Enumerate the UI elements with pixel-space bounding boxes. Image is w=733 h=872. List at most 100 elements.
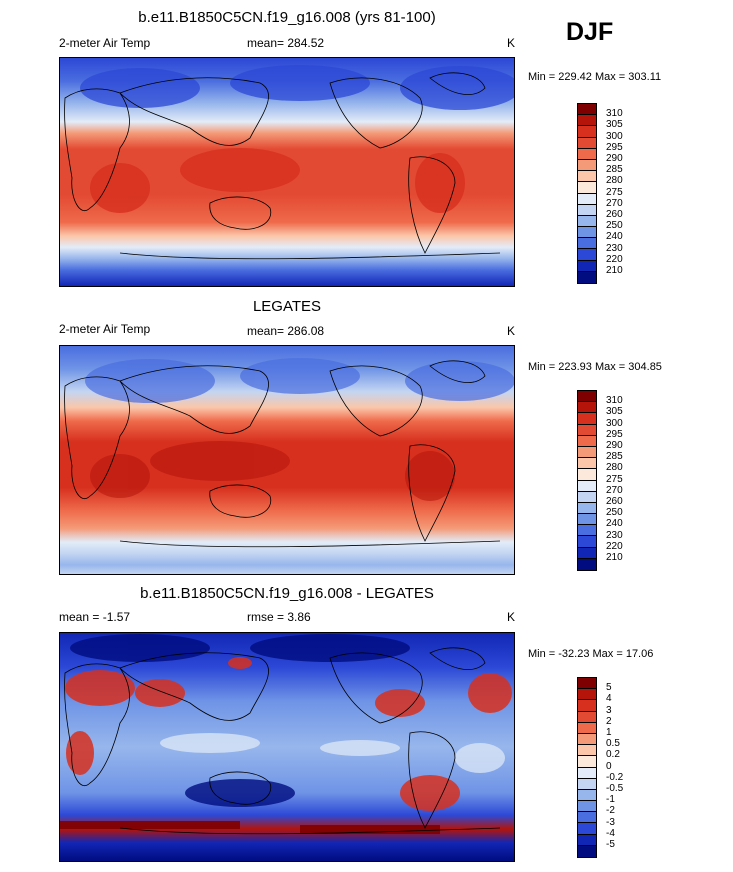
colorbar-tick-label: -5	[606, 839, 615, 850]
colorbar-tick-label: 260	[606, 496, 623, 507]
panel-2-minmax: Min = 223.93 Max = 304.85	[528, 361, 662, 373]
colorbar-tick-label: 220	[606, 540, 623, 552]
colorbar-tick-label: 300	[606, 130, 623, 142]
colorbar-swatch	[578, 182, 596, 194]
colorbar-swatch	[578, 115, 596, 127]
colorbar-tick-label: 220	[606, 253, 623, 265]
panel-2-title: LEGATES	[252, 298, 322, 315]
colorbar-swatch	[578, 391, 596, 403]
colorbar-swatch	[578, 812, 596, 824]
colorbar-tick-label: 280	[606, 175, 623, 187]
colorbar-swatch	[578, 801, 596, 813]
panel-3-map	[59, 632, 515, 862]
colorbar-swatch	[578, 435, 596, 447]
colorbar-swatch	[578, 733, 596, 746]
panel-1-colorbar	[577, 103, 597, 284]
colorbar-tick-label: 3	[606, 704, 612, 716]
colorbar-swatch	[578, 204, 596, 216]
panel-2-map	[59, 345, 515, 575]
panel-3-title: b.e11.B1850C5CN.f19_g16.008 - LEGATES	[140, 585, 434, 602]
colorbar-swatch	[578, 514, 596, 526]
colorbar-swatch	[578, 689, 596, 701]
colorbar-swatch	[578, 491, 596, 503]
season-label: DJF	[566, 18, 614, 46]
colorbar-swatch	[578, 711, 596, 723]
panel-3-colorbar	[577, 677, 597, 858]
colorbar-swatch	[578, 271, 596, 283]
panel-1-mean: mean= 284.52	[247, 36, 325, 50]
colorbar-swatch	[578, 126, 596, 138]
colorbar-swatch	[578, 159, 596, 172]
colorbar-swatch	[578, 778, 596, 790]
colorbar-swatch	[578, 413, 596, 425]
colorbar-tick-label: 305	[606, 406, 623, 418]
panel-2-mean: mean= 286.08	[247, 324, 325, 338]
panel-1-variable: 2-meter Air Temp	[59, 36, 151, 50]
panel-3-mean: mean = -1.57	[59, 610, 131, 624]
panel-2-variable: 2-meter Air Temp	[59, 322, 151, 336]
colorbar-tick-label: 210	[606, 552, 623, 563]
colorbar-tick-label: 0.5	[606, 738, 620, 750]
colorbar-swatch	[578, 722, 596, 734]
colorbar-tick-label: -0.2	[606, 771, 624, 783]
colorbar-tick-label: 285	[606, 164, 623, 176]
colorbar-swatch	[578, 834, 596, 846]
colorbar-swatch	[578, 536, 596, 548]
colorbar-swatch	[578, 789, 596, 802]
colorbar-swatch	[578, 402, 596, 414]
colorbar-swatch	[578, 458, 596, 470]
colorbar-tick-label: 260	[606, 209, 623, 220]
colorbar-tick-label: 300	[606, 417, 623, 429]
colorbar-swatch	[578, 756, 596, 768]
colorbar-swatch	[578, 249, 596, 261]
colorbar-tick-label: 280	[606, 462, 623, 474]
colorbar-tick-label: -1	[606, 794, 615, 806]
colorbar-tick-label: 230	[606, 529, 623, 541]
colorbar-tick-label: 290	[606, 153, 623, 164]
colorbar-tick-label: 295	[606, 141, 623, 153]
colorbar-tick-label: 290	[606, 440, 623, 451]
colorbar-swatch	[578, 525, 596, 537]
colorbar-swatch	[578, 767, 596, 779]
panel-1-title: b.e11.B1850C5CN.f19_g16.008 (yrs 81-100)	[138, 9, 436, 26]
colorbar-tick-label: -0.5	[606, 783, 624, 794]
panel-3-units: K	[507, 610, 516, 624]
colorbar-swatch	[578, 823, 596, 835]
colorbar-swatch	[578, 700, 596, 712]
colorbar-swatch	[578, 845, 596, 857]
panel-2-colorbar	[577, 390, 597, 571]
colorbar-swatch	[578, 260, 596, 272]
colorbar-tick-label: 250	[606, 507, 623, 519]
colorbar-tick-label: 310	[606, 395, 623, 407]
colorbar-tick-label: 275	[606, 473, 623, 485]
colorbar-swatch	[578, 547, 596, 559]
colorbar-tick-label: 0	[606, 760, 612, 772]
colorbar-swatch	[578, 745, 596, 757]
colorbar-tick-label: 285	[606, 451, 623, 463]
panel-1-minmax: Min = 229.42 Max = 303.11	[528, 71, 662, 83]
colorbar-tick-label: 4	[606, 693, 612, 705]
colorbar-tick-label: 5	[606, 682, 612, 694]
colorbar-swatch	[578, 238, 596, 250]
panel-1-map	[59, 57, 515, 287]
colorbar-swatch	[578, 193, 596, 205]
panel-1-units: K	[507, 36, 516, 50]
colorbar-tick-label: 240	[606, 231, 623, 243]
colorbar-tick-label: -4	[606, 827, 615, 839]
colorbar-tick-label: 210	[606, 265, 623, 276]
colorbar-tick-label: -3	[606, 816, 615, 828]
colorbar-swatch	[578, 137, 596, 149]
colorbar-swatch	[578, 502, 596, 515]
colorbar-swatch	[578, 446, 596, 459]
panel-3-map-field	[60, 633, 514, 861]
colorbar-tick-label: 270	[606, 484, 623, 496]
colorbar-swatch	[578, 678, 596, 690]
colorbar-tick-label: 240	[606, 518, 623, 530]
colorbar-tick-label: 0.2	[606, 749, 620, 761]
colorbar-swatch	[578, 104, 596, 116]
colorbar-tick-label: 270	[606, 197, 623, 209]
colorbar-tick-label: 275	[606, 186, 623, 198]
colorbar-tick-label: 1	[606, 727, 612, 738]
colorbar-swatch	[578, 480, 596, 492]
colorbar-tick-label: 2	[606, 715, 612, 727]
